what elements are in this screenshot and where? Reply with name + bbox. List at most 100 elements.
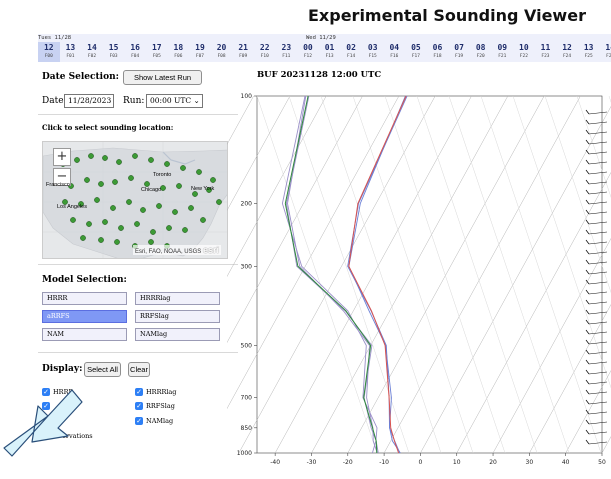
date-input[interactable]: 11/28/2023: [64, 94, 114, 108]
timeline-hour[interactable]: 09 F21: [491, 42, 513, 62]
select-all-button[interactable]: Select All: [84, 362, 121, 377]
station-marker[interactable]: [150, 229, 156, 235]
timeline-hour[interactable]: 16 F04: [124, 42, 146, 62]
timeline-hour[interactable]: 18 F06: [168, 42, 190, 62]
station-marker[interactable]: [200, 217, 206, 223]
station-marker[interactable]: [110, 205, 116, 211]
station-marker[interactable]: [102, 219, 108, 225]
station-marker[interactable]: [182, 227, 188, 233]
station-marker[interactable]: [114, 239, 120, 245]
station-marker[interactable]: [134, 221, 140, 227]
station-marker[interactable]: [126, 199, 132, 205]
timeline-hour[interactable]: 11 F23: [535, 42, 557, 62]
station-marker[interactable]: [118, 225, 124, 231]
station-marker[interactable]: [112, 179, 118, 185]
station-marker[interactable]: [98, 181, 104, 187]
timeline-hour[interactable]: 13 F25: [578, 42, 600, 62]
timeline-hour[interactable]: 02 F14: [340, 42, 362, 62]
model-button-arrfs[interactable]: aRRFS: [42, 310, 127, 323]
station-map[interactable]: + − Francisco Los Angeles Toronto New Yo…: [42, 141, 228, 259]
display-check-hrrr[interactable]: ✓ HRRR: [42, 388, 73, 397]
wind-barb-flag: [585, 309, 590, 315]
station-marker[interactable]: [196, 169, 202, 175]
station-marker[interactable]: [156, 203, 162, 209]
station-marker[interactable]: [80, 235, 86, 241]
annotation-arrow: [3, 389, 83, 457]
plot-frame: [256, 95, 603, 454]
timeline-hour[interactable]: 07 F19: [448, 42, 470, 62]
timeline-hour[interactable]: 05 F17: [405, 42, 427, 62]
timeline-hour[interactable]: 12 F00: [38, 42, 60, 62]
model-button-hrrrlag[interactable]: HRRRlag: [135, 292, 220, 305]
zoom-out-button[interactable]: −: [53, 168, 71, 186]
model-button-hrrr[interactable]: HRRR: [42, 292, 127, 305]
display-check-rrfslag[interactable]: ✓ RRFSlag: [135, 402, 175, 411]
station-marker[interactable]: [74, 157, 80, 163]
timeline-hour[interactable]: 12 F24: [556, 42, 578, 62]
timeline-hour[interactable]: 14 F02: [81, 42, 103, 62]
station-marker[interactable]: [70, 217, 76, 223]
timeline-hour[interactable]: 14F26: [599, 42, 611, 62]
station-marker[interactable]: [188, 205, 194, 211]
timeline-forecast-label: F13: [325, 54, 334, 59]
station-marker[interactable]: [192, 191, 198, 197]
timeline-hour[interactable]: 15 F03: [103, 42, 125, 62]
station-marker[interactable]: [176, 183, 182, 189]
timeline-hour[interactable]: 13 F01: [60, 42, 82, 62]
station-marker[interactable]: [102, 155, 108, 161]
model-button-rrfslag[interactable]: RRFSlag: [135, 310, 220, 323]
station-marker[interactable]: [94, 197, 100, 203]
station-marker[interactable]: [128, 175, 134, 181]
station-marker[interactable]: [86, 221, 92, 227]
station-marker[interactable]: [148, 239, 154, 245]
timeline-hour-label: 03: [367, 43, 378, 52]
timeline-hour[interactable]: 04 F16: [384, 42, 406, 62]
timeline-hour[interactable]: 20 F08: [211, 42, 233, 62]
station-marker[interactable]: [132, 153, 138, 159]
station-marker[interactable]: [84, 177, 90, 183]
station-marker[interactable]: [164, 161, 170, 167]
station-marker[interactable]: [116, 159, 122, 165]
timeline-hour[interactable]: 23 F11: [276, 42, 298, 62]
temperature-tick-label: -20: [343, 459, 353, 466]
station-marker[interactable]: [148, 157, 154, 163]
display-check-namlag[interactable]: ✓ NAMlag: [135, 417, 173, 426]
station-marker[interactable]: [216, 199, 222, 205]
timeline-hour[interactable]: 19 F07: [189, 42, 211, 62]
model-button-nam[interactable]: NAM: [42, 328, 127, 341]
wind-barb-flag: [585, 429, 590, 435]
timeline-hour[interactable]: 10 F22: [513, 42, 535, 62]
station-marker[interactable]: [210, 177, 216, 183]
model-button-namlag[interactable]: NAMlag: [135, 328, 220, 341]
station-marker[interactable]: [160, 185, 166, 191]
timeline-hour[interactable]: 00 F12: [297, 42, 319, 62]
run-select[interactable]: 00:00 UTC ⌄: [146, 94, 203, 108]
pressure-tick-label: 500: [241, 343, 253, 350]
station-marker[interactable]: [78, 201, 84, 207]
timeline-hour[interactable]: 22 F10: [254, 42, 276, 62]
timeline-hour[interactable]: 03 F15: [362, 42, 384, 62]
display-check-hrrrlag[interactable]: ✓ HRRRlag: [135, 388, 176, 397]
station-marker[interactable]: [144, 181, 150, 187]
station-marker[interactable]: [180, 165, 186, 171]
station-marker[interactable]: [172, 209, 178, 215]
station-marker[interactable]: [166, 225, 172, 231]
timeline-hour[interactable]: 01 F13: [319, 42, 341, 62]
station-marker[interactable]: [140, 207, 146, 213]
diagram-grid: [227, 95, 611, 454]
zoom-in-button[interactable]: +: [53, 148, 71, 166]
timeline-hour[interactable]: 06 F18: [427, 42, 449, 62]
clear-button[interactable]: Clear: [128, 362, 150, 377]
checkmark-icon: ✓: [42, 402, 50, 410]
station-marker[interactable]: [206, 187, 212, 193]
temperature-tick-label: 0: [419, 459, 423, 466]
timeline-hour[interactable]: 17 F05: [146, 42, 168, 62]
display-check-partial[interactable]: ✓: [42, 402, 53, 411]
station-marker[interactable]: [98, 237, 104, 243]
station-marker[interactable]: [88, 153, 94, 159]
show-latest-run-button[interactable]: Show Latest Run: [123, 70, 202, 85]
timeline-hour[interactable]: 21 F09: [232, 42, 254, 62]
skew-t-diagram[interactable]: 100 200 300 500 700 850 1000 -40 -30 -20 -10 0 10 20…: [227, 88, 611, 470]
timeline-hour[interactable]: 08 F20: [470, 42, 492, 62]
station-marker[interactable]: [62, 199, 68, 205]
